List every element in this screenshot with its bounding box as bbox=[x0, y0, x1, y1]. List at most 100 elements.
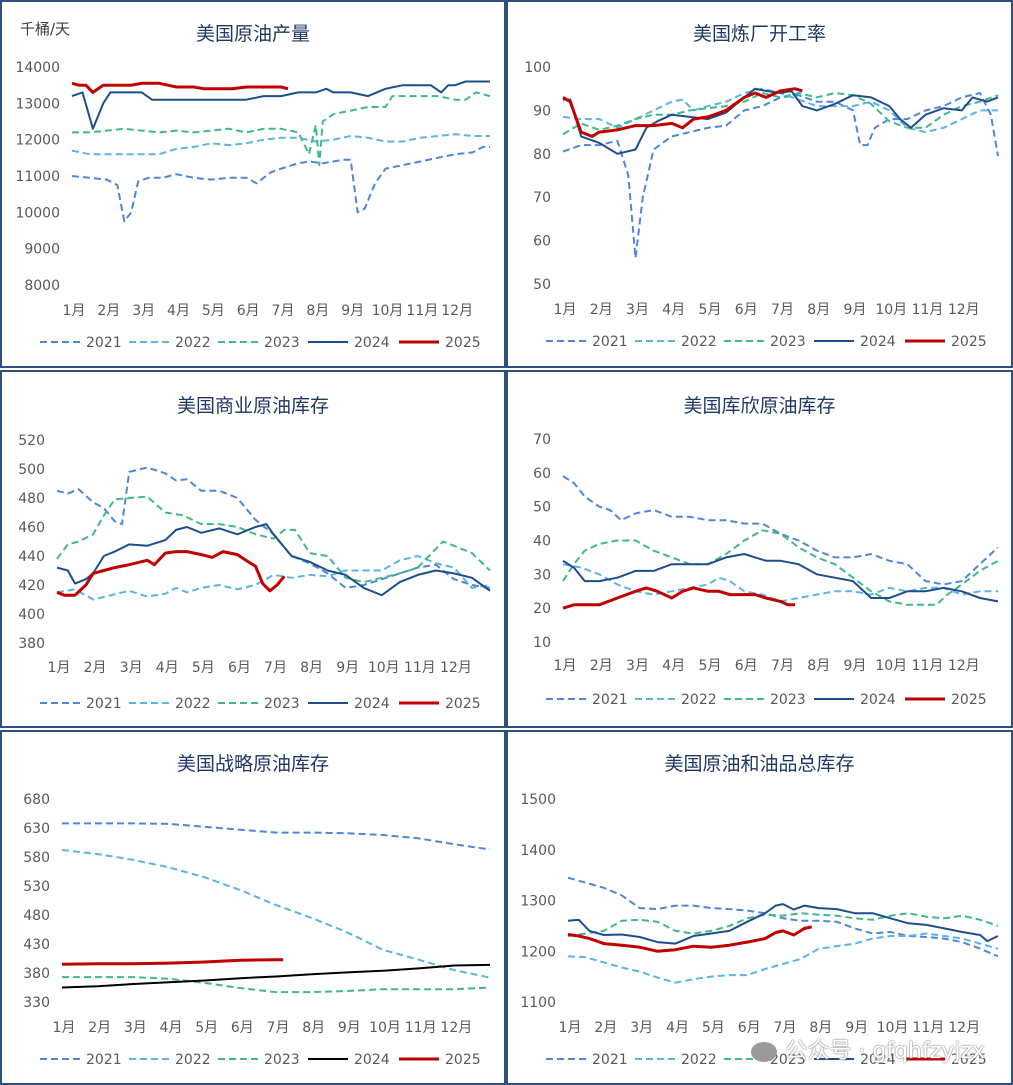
chart-svg: 美国商业原油库存 380 400 420 440 460 480 500 520 1月 2月 3月 4月… bbox=[18, 395, 491, 712]
x-tick-label: 8月 bbox=[306, 303, 329, 319]
legend-label: 2021 bbox=[86, 696, 122, 712]
y-tick-label: 400 bbox=[18, 607, 45, 623]
series-line-2025 bbox=[567, 925, 813, 953]
x-tick-label: 4月 bbox=[662, 302, 685, 318]
x-tick-label: 6月 bbox=[231, 1020, 254, 1036]
x-tick-label: 7月 bbox=[771, 658, 794, 674]
series-line-2024 bbox=[71, 80, 490, 130]
y-tick-label: 30 bbox=[533, 567, 551, 583]
y-tick-label: 680 bbox=[23, 792, 50, 808]
wechat-icon bbox=[751, 1042, 778, 1062]
series-line-2021 bbox=[62, 822, 491, 851]
x-tick-label: 12月 bbox=[440, 1020, 472, 1036]
y-tick-label: 50 bbox=[533, 277, 551, 293]
x-tick-label: 10月 bbox=[372, 303, 404, 319]
legend-label: 2023 bbox=[770, 1052, 806, 1068]
legend-label: 2025 bbox=[445, 696, 481, 712]
chart-svg: 美国原油和油品总库存 1100 1200 1300 1400 1500 1月 2月 3月 4月 5月… bbox=[520, 753, 999, 1068]
x-tick-label: 5月 bbox=[699, 302, 722, 318]
x-tick-label: 3月 bbox=[630, 1020, 653, 1036]
x-tick-label: 12月 bbox=[948, 658, 980, 674]
watermark: 公众号 · gfqhfzyjzx bbox=[751, 1033, 985, 1065]
x-tick-label: 3月 bbox=[124, 1020, 147, 1036]
x-tick-label: 9月 bbox=[341, 303, 364, 319]
y-tick-label: 13000 bbox=[15, 96, 60, 112]
series-line-2022 bbox=[562, 87, 998, 134]
legend-label: 2024 bbox=[860, 692, 896, 708]
series-line-2025 bbox=[71, 81, 289, 94]
x-tick-label: 8月 bbox=[300, 660, 323, 676]
series-line-2025 bbox=[56, 550, 286, 597]
y-tick-label: 80 bbox=[533, 147, 551, 163]
chart-panel-spr-stocks: 美国战略原油库存 330 380 430 480 530 580 630 680 1月 2月 3月 4月… bbox=[0, 730, 506, 1085]
x-tick-label: 1月 bbox=[63, 303, 86, 319]
legend-label: 2021 bbox=[592, 692, 628, 708]
chart-panel-refinery-utilization: 美国炼厂开工率 50 60 70 80 90 100 1月 2月 3月 4月 5月 6月 7月 8月 9月 10… bbox=[506, 0, 1013, 368]
y-tick-label: 20 bbox=[533, 601, 551, 617]
legend-label: 2021 bbox=[592, 1052, 628, 1068]
x-tick-label: 12月 bbox=[948, 302, 980, 318]
chart-panel-cushing-stocks: 美国库欣原油库存 10 20 30 40 50 60 70 1月 2月 3月 4月 5月 6月 7月 8月 9月… bbox=[506, 370, 1013, 728]
x-tick-label: 12月 bbox=[441, 303, 473, 319]
chart-svg: 美国库欣原油库存 10 20 30 40 50 60 70 1月 2月 3月 4月 5月 6月 7月 8月 9月… bbox=[533, 395, 999, 708]
x-tick-label: 4月 bbox=[160, 1020, 183, 1036]
x-tick-label: 11月 bbox=[912, 1020, 944, 1036]
legend-label: 2024 bbox=[354, 696, 390, 712]
x-tick-label: 6月 bbox=[738, 1020, 761, 1036]
legend-label: 2025 bbox=[445, 1052, 481, 1068]
x-tick-label: 8月 bbox=[809, 1020, 832, 1036]
legend-label: 2021 bbox=[86, 1052, 122, 1068]
y-tick-label: 1200 bbox=[520, 944, 556, 960]
x-tick-label: 6月 bbox=[228, 660, 251, 676]
series-line-2021 bbox=[71, 145, 490, 223]
x-tick-label: 5月 bbox=[202, 303, 225, 319]
x-tick-label: 3月 bbox=[626, 658, 649, 674]
x-tick-label: 3月 bbox=[120, 660, 143, 676]
chart-title: 美国原油产量 bbox=[196, 23, 310, 45]
y-tick-label: 8000 bbox=[24, 278, 60, 294]
series-line-2023 bbox=[567, 912, 999, 937]
x-tick-label: 4月 bbox=[666, 1020, 689, 1036]
chart-panel-crude-production: 美国原油产量 千桶/天 8000 9000 10000 11000 12000 13000 14… bbox=[0, 0, 506, 368]
x-tick-label: 5月 bbox=[702, 1020, 725, 1036]
legend-label: 2023 bbox=[264, 1052, 300, 1068]
x-tick-label: 1月 bbox=[554, 302, 577, 318]
y-tick-label: 60 bbox=[533, 234, 551, 250]
y-tick-label: 10000 bbox=[15, 205, 60, 221]
y-tick-label: 580 bbox=[23, 850, 50, 866]
y-tick-label: 1100 bbox=[520, 995, 556, 1011]
y-tick-label: 11000 bbox=[15, 169, 60, 185]
x-tick-label: 2月 bbox=[590, 302, 613, 318]
y-tick-label: 440 bbox=[18, 549, 45, 565]
y-tick-label: 520 bbox=[18, 433, 45, 449]
x-tick-label: 8月 bbox=[807, 658, 830, 674]
x-tick-label: 1月 bbox=[554, 658, 577, 674]
legend-label: 2022 bbox=[681, 1052, 717, 1068]
x-tick-label: 4月 bbox=[167, 303, 190, 319]
x-tick-label: 8月 bbox=[302, 1020, 325, 1036]
series-line-2021 bbox=[56, 466, 491, 589]
x-tick-label: 2月 bbox=[84, 660, 107, 676]
legend-label: 2024 bbox=[354, 335, 390, 351]
y-tick-label: 70 bbox=[533, 190, 551, 206]
y-tick-label: 480 bbox=[18, 491, 45, 507]
legend-label: 2025 bbox=[951, 692, 987, 708]
y-tick-label: 480 bbox=[23, 908, 50, 924]
y-tick-label: 12000 bbox=[15, 133, 60, 149]
y-tick-label: 420 bbox=[18, 578, 45, 594]
legend-label: 2023 bbox=[264, 696, 300, 712]
series-line-2021 bbox=[562, 92, 999, 259]
x-tick-label: 2月 bbox=[88, 1020, 111, 1036]
legend-label: 2022 bbox=[175, 696, 211, 712]
legend-label: 2023 bbox=[770, 334, 806, 350]
x-tick-label: 12月 bbox=[948, 1020, 980, 1036]
x-tick-label: 6月 bbox=[237, 303, 260, 319]
series-line-2025 bbox=[61, 958, 284, 966]
x-tick-label: 5月 bbox=[699, 658, 722, 674]
x-tick-label: 11月 bbox=[404, 660, 436, 676]
x-tick-label: 9月 bbox=[336, 660, 359, 676]
series-line-2021 bbox=[562, 475, 999, 586]
series-line-2023 bbox=[562, 529, 999, 606]
series-line-2024 bbox=[56, 523, 491, 597]
chart-panel-total-stocks: 美国原油和油品总库存 1100 1200 1300 1400 1500 1月 2月 3月 4月 5月… bbox=[506, 730, 1013, 1085]
